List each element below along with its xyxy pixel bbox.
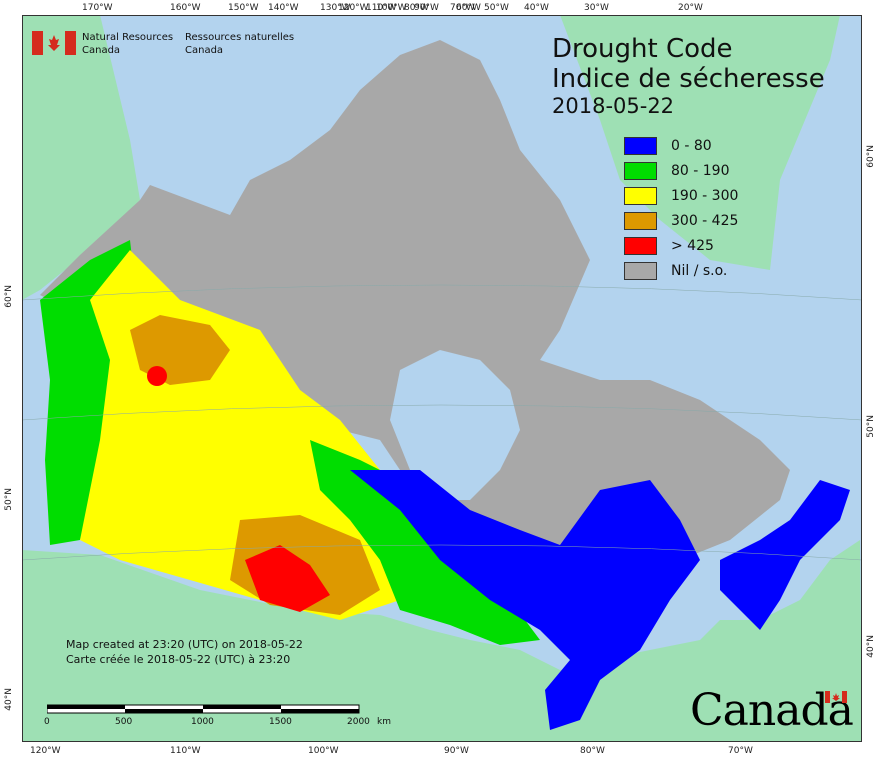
graticule-top-label: 20°W: [678, 3, 703, 13]
zone-red-north: [147, 366, 167, 386]
graticule-top-label: 160°W: [170, 3, 201, 13]
scale-tick-label: 1000: [191, 717, 214, 727]
legend-item: Nil / s.o.: [624, 258, 738, 283]
us-land: [22, 540, 862, 742]
graticule-right-label: 60°N: [866, 145, 876, 168]
graticule-top-label: 60°W: [456, 3, 481, 13]
graticule-top-label: 90°W: [414, 3, 439, 13]
graticule-top-label: 30°W: [584, 3, 609, 13]
legend-item: 190 - 300: [624, 183, 738, 208]
graticule-top-label: 40°W: [524, 3, 549, 13]
title-en: Drought Code: [552, 34, 733, 64]
canada-flag-icon: [32, 31, 76, 55]
legend-swatch: [624, 261, 657, 280]
graticule-top-label: 140°W: [268, 3, 299, 13]
graticule-bottom-label: 120°W: [30, 746, 61, 756]
map-date: 2018-05-22: [552, 94, 675, 118]
legend-label: 300 - 425: [671, 212, 739, 229]
agency-fr-line2: Canada: [185, 45, 224, 56]
agency-fr-line1: Ressources naturelles: [185, 32, 295, 43]
graticule-right-label: 40°N: [866, 635, 876, 658]
zone-blue-east: [350, 470, 700, 730]
graticule-bottom-label: 80°W: [580, 746, 605, 756]
legend-item: 0 - 80: [624, 133, 738, 158]
graticule-top-label: 80°W: [404, 3, 429, 13]
scale-tick-label: 500: [115, 717, 133, 727]
legend-label: > 425: [671, 237, 714, 254]
legend-swatch: [624, 186, 657, 205]
graticule-top-label: 130°W: [320, 3, 351, 13]
scale-tick-label: 2000: [347, 717, 370, 727]
legend-label: 80 - 190: [671, 162, 730, 179]
graticule-top-label: 170°W: [82, 3, 113, 13]
agency-name-fr: Ressources naturelles Canada: [185, 31, 294, 57]
agency-en-line1: Natural Resources: [82, 32, 174, 43]
scale-bar: 0 500 1000 1500 2000 km: [44, 703, 407, 727]
graticule-top-label: 50°W: [484, 3, 509, 13]
map-credit: Map created at 23:20 (UTC) on 2018-05-22…: [66, 637, 303, 667]
graticule-top-label: 110°W: [366, 3, 397, 13]
hudson-bay: [390, 350, 520, 500]
legend-swatch: [624, 136, 657, 155]
scale-bar-graphic: [47, 704, 360, 714]
graticule-bottom-label: 70°W: [728, 746, 753, 756]
legend-item: 300 - 425: [624, 208, 738, 233]
graticule-top-label: 100°W: [376, 3, 407, 13]
canada-wordmark: Canada: [690, 685, 854, 736]
graticule-top-label: 120°W: [338, 3, 369, 13]
graticule-top-label: 70°W: [450, 3, 475, 13]
agency-name-en: Natural Resources Canada: [82, 31, 173, 57]
credit-fr: Carte créée le 2018-05-22 (UTC) à 23:20: [66, 653, 291, 666]
graticule-bottom-label: 100°W: [308, 746, 339, 756]
zone-red-south: [245, 545, 330, 612]
legend-swatch: [624, 211, 657, 230]
graticule-top-label: 150°W: [228, 3, 259, 13]
legend-label: 190 - 300: [671, 187, 739, 204]
agency-en-line2: Canada: [82, 45, 121, 56]
legend-label: 0 - 80: [671, 137, 712, 154]
legend-item: > 425: [624, 233, 738, 258]
graticule-right-label: 50°N: [866, 415, 876, 438]
wordmark-flag-icon: [825, 691, 847, 703]
credit-en: Map created at 23:20 (UTC) on 2018-05-22: [66, 638, 303, 651]
graticule-left-label: 60°N: [4, 285, 14, 308]
scale-unit-label: km: [377, 717, 391, 727]
graticule: [21, 284, 863, 561]
map-title: Drought Code Indice de sécheresse: [552, 34, 825, 94]
legend-swatch: [624, 236, 657, 255]
legend-label: Nil / s.o.: [671, 262, 728, 279]
graticule-left-label: 50°N: [4, 488, 14, 511]
legend-item: 80 - 190: [624, 158, 738, 183]
canada-nil-land: [40, 40, 790, 560]
greenland-land: [560, 15, 840, 270]
scale-tick-label: 0: [44, 717, 50, 727]
graticule-bottom-label: 90°W: [444, 746, 469, 756]
title-fr: Indice de sécheresse: [552, 64, 825, 94]
scale-tick-label: 1500: [269, 717, 292, 727]
legend-swatch: [624, 161, 657, 180]
legend: 0 - 80 80 - 190 190 - 300 300 - 425 > 42…: [624, 133, 738, 283]
graticule-bottom-label: 110°W: [170, 746, 201, 756]
graticule-left-label: 40°N: [4, 688, 14, 711]
